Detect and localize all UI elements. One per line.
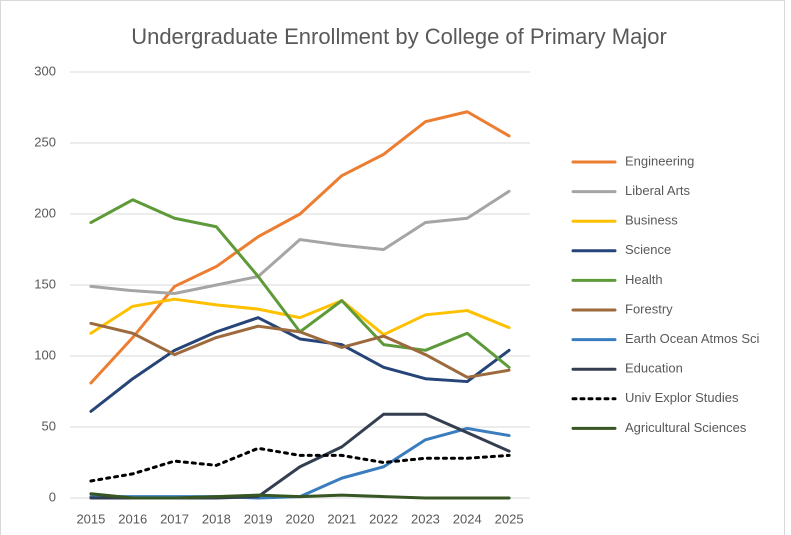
series-line bbox=[89, 446, 511, 483]
legend-label: Earth Ocean Atmos Sci bbox=[625, 331, 760, 346]
x-tick-label: 2017 bbox=[160, 511, 189, 526]
y-tick-label: 200 bbox=[34, 205, 56, 220]
series-line bbox=[89, 189, 511, 296]
chart-title: Undergraduate Enrollment by College of P… bbox=[131, 24, 667, 49]
series-line bbox=[89, 198, 511, 369]
series-line bbox=[89, 316, 511, 413]
y-tick-label: 250 bbox=[34, 134, 56, 149]
x-tick-label: 2022 bbox=[369, 511, 398, 526]
series-line bbox=[89, 297, 511, 337]
x-tick-label: 2021 bbox=[327, 511, 356, 526]
series-line bbox=[89, 321, 511, 379]
legend-label: Engineering bbox=[625, 153, 694, 168]
legend-label: Education bbox=[625, 361, 683, 376]
series-line bbox=[89, 426, 511, 500]
x-tick-label: 2025 bbox=[495, 511, 524, 526]
series-line bbox=[89, 492, 511, 500]
legend-label: Liberal Arts bbox=[625, 183, 691, 198]
x-tick-label: 2018 bbox=[202, 511, 231, 526]
x-tick-label: 2023 bbox=[411, 511, 440, 526]
x-tick-label: 2024 bbox=[453, 511, 482, 526]
series-line bbox=[89, 110, 511, 385]
legend-label: Business bbox=[625, 213, 678, 228]
legend-label: Univ Explor Studies bbox=[625, 390, 739, 405]
y-tick-label: 0 bbox=[49, 489, 56, 504]
x-tick-label: 2020 bbox=[286, 511, 315, 526]
y-tick-label: 50 bbox=[42, 418, 56, 433]
legend-label: Health bbox=[625, 272, 663, 287]
x-tick-label: 2015 bbox=[76, 511, 105, 526]
y-tick-label: 100 bbox=[34, 347, 56, 362]
legend-label: Agricultural Sciences bbox=[625, 420, 747, 435]
x-tick-label: 2019 bbox=[244, 511, 273, 526]
x-tick-label: 2016 bbox=[118, 511, 147, 526]
y-tick-label: 150 bbox=[34, 276, 56, 291]
legend-label: Science bbox=[625, 242, 671, 257]
legend-label: Forestry bbox=[625, 301, 673, 316]
y-tick-label: 300 bbox=[34, 63, 56, 78]
